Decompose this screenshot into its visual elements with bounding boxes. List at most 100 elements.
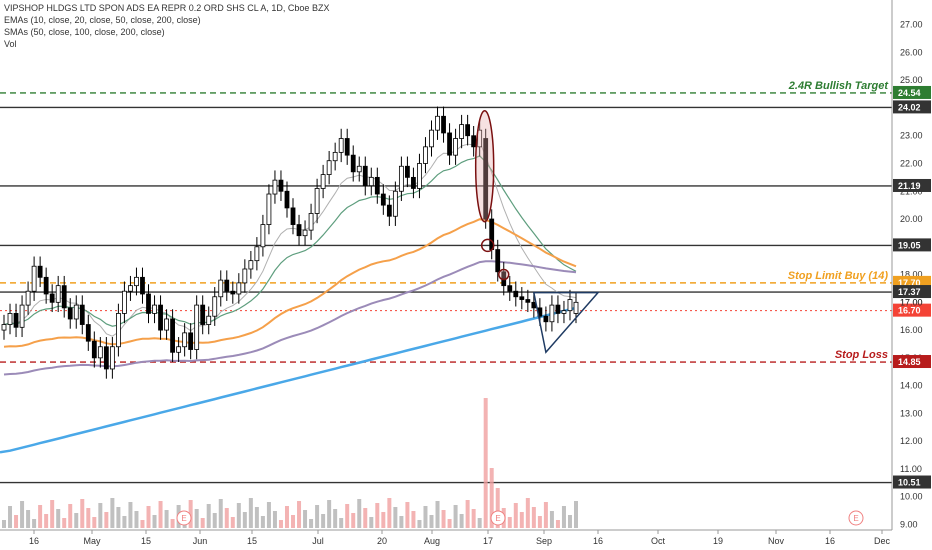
volume-bar [98,503,103,528]
x-tick-label: May [83,536,101,546]
volume-bar [272,511,277,528]
ema-legend: EMAs (10, close, 20, close, 50, close, 2… [4,15,201,25]
candle-body [25,290,31,306]
candle-body [411,176,416,189]
volume-bar [357,499,362,528]
candle-body [158,304,163,331]
volume-bar [260,516,265,528]
volume-bar [50,500,55,528]
volume-bar [525,498,530,528]
volume-bar [555,520,560,528]
candle-body [188,332,194,350]
candle-body [176,346,182,353]
candle-body [386,204,392,217]
volume-bar [134,511,139,528]
candle-body [362,165,368,187]
candle-body [7,313,13,325]
candle-body [19,304,25,328]
ema-200-line [0,306,577,454]
volume-bar [411,511,416,528]
candle-body [218,279,224,298]
volume-bar [194,509,199,528]
candle-body [380,193,386,206]
candle-body [519,296,525,300]
volume-bar [170,519,175,528]
volume-bar [453,505,458,528]
candle-body [200,304,206,325]
level-price-label: 24.02 [898,102,921,112]
volume-bar [291,515,296,528]
volume-bar [321,514,326,528]
candle-body [116,313,121,348]
candle-body [230,290,236,295]
x-tick-label: 17 [483,536,493,546]
volume-bar [561,506,566,528]
volume-bar [483,398,488,528]
volume-bar [471,509,476,528]
candle-body [212,296,218,317]
volume-bar [399,516,404,528]
earnings-marker-label: E [853,514,858,523]
level-price-tag [893,238,931,252]
level-annotation: 2.4R Bullish Target [788,80,890,92]
volume-bar [152,515,157,528]
volume-bar [519,512,524,528]
candle-body [338,138,344,153]
ema-20-line [3,155,577,327]
volume-bar [116,507,121,528]
volume-bar [80,499,85,528]
volume-bar [315,505,320,528]
candle-body [435,115,440,131]
level-price-label: 10.51 [898,478,921,488]
volume-bar [224,508,229,528]
volume-bar [369,517,374,528]
volume-bar [543,502,548,528]
candle-body [320,174,326,189]
x-tick-label: 16 [29,536,39,546]
volume-bar [495,488,500,528]
volume-bar [513,503,518,528]
highlight-ellipse [474,109,495,223]
candle-body [368,176,374,187]
y-tick-label: 26.00 [900,47,923,57]
candle-body [398,165,404,192]
candle-body [49,293,55,303]
x-tick-label: Dec [874,536,891,546]
candle-body [447,132,452,156]
level-price-label: 16.70 [898,306,921,316]
y-tick-label: 23.00 [900,131,923,141]
y-tick-label: 17.00 [900,297,923,307]
level-price-tag [893,285,931,299]
y-tick-label: 11.00 [900,464,922,474]
y-tick-label: 25.00 [900,75,923,85]
x-tick-label: 19 [713,536,723,546]
volume-bar [236,503,241,528]
volume-bar [447,519,452,528]
candle-body [290,207,296,225]
candle-body [441,115,446,134]
volume-bar [477,518,482,528]
volume-bar [230,517,235,528]
volume-bar [333,509,338,528]
volume-bar [242,512,247,528]
chart-title: VIPSHOP HLDGS LTD SPON ADS EA REPR 0.2 O… [4,3,330,13]
volume-bar [507,517,512,528]
candle-body [194,304,200,350]
candle-body [429,129,434,148]
vol-legend: Vol [4,39,17,49]
volume-bar [363,508,368,528]
candle-body [483,138,489,220]
candle-body [97,346,103,359]
volume-bar [284,506,289,528]
y-tick-label: 22.00 [900,158,923,168]
x-tick-label: 15 [247,536,257,546]
volume-bar [297,501,302,528]
volume-bar [188,500,193,528]
volume-bar [549,511,554,528]
volume-bar [146,506,151,528]
candle-body [254,246,260,262]
candle-body [103,346,109,370]
y-tick-label: 16.00 [900,325,923,335]
volume-bar [44,514,49,528]
